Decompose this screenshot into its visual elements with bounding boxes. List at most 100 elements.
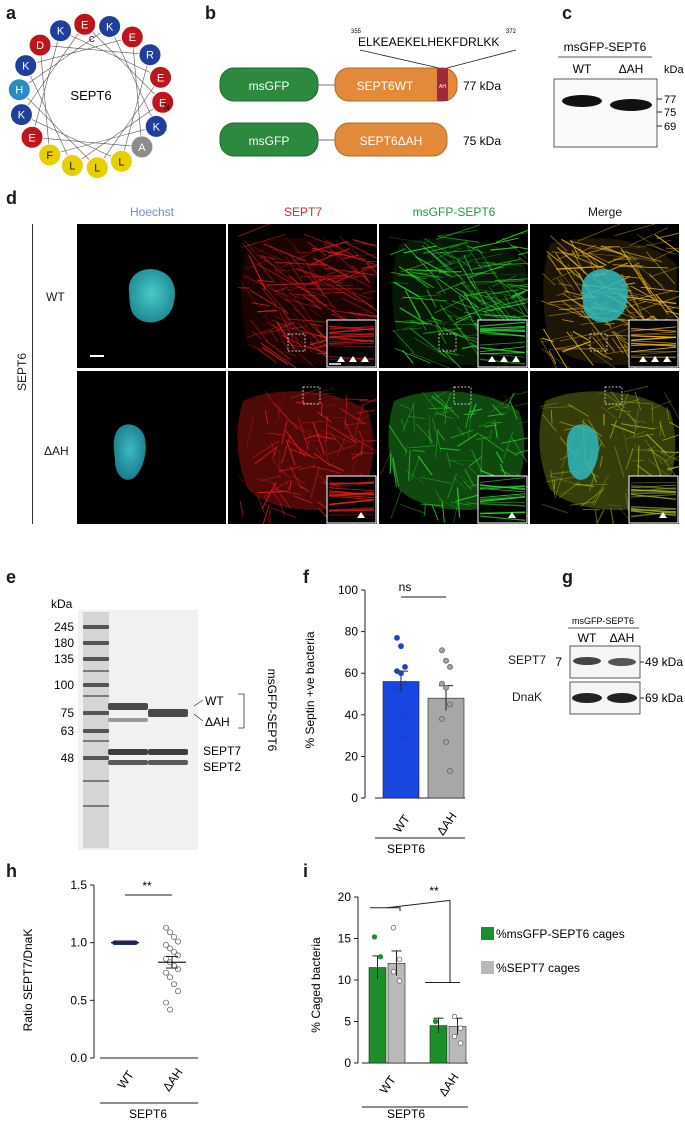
msgfp-domain-wt <box>219 67 319 102</box>
image-wt-hoechst <box>77 224 226 368</box>
arrowhead-icon <box>651 356 659 362</box>
chart-h-point <box>171 933 177 940</box>
chart-h-tick: 1.0 <box>70 936 87 950</box>
wheel-n-terminus: N <box>164 103 170 112</box>
chart-h-tick: 1.5 <box>70 878 87 892</box>
chart-f-point <box>443 657 449 664</box>
chart-i-sig: ** <box>429 884 439 898</box>
wheel-residue: E <box>149 65 173 89</box>
svg-text:K: K <box>18 110 26 122</box>
svg-text:H: H <box>15 85 23 97</box>
svg-text:E: E <box>81 19 88 31</box>
gel-band-sept2-dah <box>148 760 188 765</box>
ladder-label: 100 <box>54 678 74 692</box>
chart-f-tick: 0 <box>351 791 358 805</box>
blot-g-lane-wt: WT <box>578 631 597 645</box>
image-wt-sept7 <box>228 224 377 368</box>
chart-i-point <box>438 1038 445 1045</box>
ladder-label: 48 <box>61 751 75 765</box>
wheel-residue: E <box>73 12 97 36</box>
panel-label-i: i <box>303 861 309 881</box>
ah-segment <box>437 68 448 101</box>
chart-i-point <box>396 956 403 962</box>
svg-text:L: L <box>94 163 100 175</box>
sept6-wt-label: SEPT6WT <box>357 79 414 93</box>
blot-c-marker-77: 77 <box>664 94 676 106</box>
panel-label-g: g <box>562 567 573 587</box>
panel-label-a: a <box>6 3 17 23</box>
blot-c-lane-wt: WT <box>573 62 592 76</box>
chart-h-sig: ** <box>142 879 152 893</box>
arrowhead-icon <box>659 512 667 518</box>
wheel-residue: F <box>38 143 62 167</box>
chart-i-point <box>451 1013 458 1020</box>
panel-label-e: e <box>6 567 17 587</box>
chart-h-point <box>163 924 169 931</box>
svg-text:K: K <box>22 61 30 73</box>
arrowhead-icon <box>488 356 496 362</box>
chart-f-tick: 80 <box>345 625 359 639</box>
column-title-msgfp-sept6: msGFP-SEPT6 <box>412 205 496 219</box>
zoom-inset <box>326 475 377 524</box>
chart-i-group: SEPT6 <box>387 1107 425 1121</box>
chart-i-point <box>371 981 378 987</box>
ladder-band <box>83 683 109 687</box>
western-blot-c: msGFP-SEPT6 WT ΔAH kDa 77 75 69 <box>553 40 684 148</box>
column-title-hoechst: Hoechst <box>129 205 175 219</box>
chart-i-point <box>390 925 397 931</box>
wheel-residue: A <box>130 135 154 159</box>
zoom-inset <box>326 319 377 368</box>
chart-i-point <box>396 978 403 984</box>
svg-text:K: K <box>57 26 65 38</box>
chart-f-group: SEPT6 <box>387 842 425 856</box>
arrowhead-icon <box>663 356 671 362</box>
chart-f-bar <box>382 681 420 799</box>
zoom-inset <box>477 475 528 524</box>
arrowhead-icon <box>639 356 647 362</box>
chart-h-point <box>163 942 169 948</box>
ladder-label: 75 <box>61 706 75 720</box>
chart-f-point <box>402 734 408 741</box>
chart-i-tick: 15 <box>338 932 352 946</box>
wheel-residue: L <box>85 156 109 180</box>
blot-c-lane-dah: ΔAH <box>619 62 644 76</box>
chart-f-point <box>398 670 404 677</box>
chart-f-tick: 40 <box>345 708 359 722</box>
blot-g-title: msGFP-SEPT6 <box>572 616 634 626</box>
chart-f-point <box>394 686 400 693</box>
chart-f-point <box>394 634 400 641</box>
gel-band-sept7-wt <box>108 749 148 755</box>
ladder-band <box>83 625 109 629</box>
chart-i-tick: 5 <box>344 1015 351 1029</box>
blot-g-size-dnak: 69 kDa <box>645 691 683 705</box>
chart-f-sig: ns <box>399 580 412 594</box>
arrowhead-icon <box>361 356 369 362</box>
legend-label-msgfp: %msGFP-SEPT6 cages <box>496 927 625 941</box>
wheel-residue: K <box>14 54 38 78</box>
legend-label-sept7: %SEPT7 cages <box>496 961 580 975</box>
sept6-dah-label: SEPT6ΔAH <box>360 134 423 148</box>
ladder-band <box>83 711 109 715</box>
chart-f-xtick: WT <box>391 812 414 836</box>
row-label-wt: WT <box>46 290 65 304</box>
svg-text:K: K <box>106 21 114 33</box>
gel-label-wt: WT <box>205 694 224 708</box>
chart-i-point <box>390 969 397 975</box>
chart-i-tick: 20 <box>338 890 352 904</box>
msgfp-domain-dah <box>219 122 319 157</box>
gel-label-sept7: SEPT7 <box>203 744 241 758</box>
svg-text:E: E <box>129 32 136 44</box>
wheel-connector-lines <box>19 24 163 168</box>
nucleus-dah <box>113 424 146 480</box>
blot-g-row-dnak-label: DnaK <box>512 690 543 704</box>
chart-f-point <box>439 716 445 722</box>
wheel-residue: K <box>9 103 33 127</box>
chart-h-point <box>167 929 173 936</box>
wheel-residue: D <box>28 33 52 57</box>
column-title-sept7: SEPT7 <box>283 205 322 219</box>
chart-h: Ratio SEPT7/DnaK 0.0 0.5 1.0 1.5 WT ΔAH ** SE… <box>21 878 198 1121</box>
svg-text:L: L <box>118 156 124 168</box>
